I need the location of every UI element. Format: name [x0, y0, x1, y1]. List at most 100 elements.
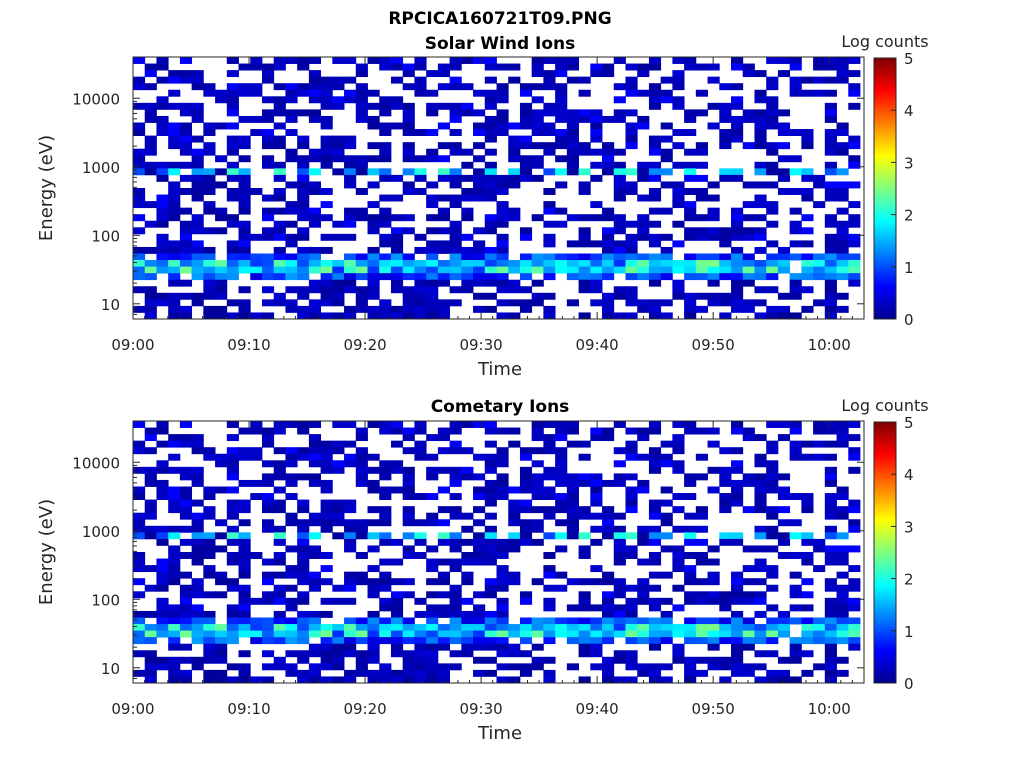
heatmap-cell	[379, 512, 392, 520]
heatmap-cell	[144, 168, 157, 176]
heatmap-cell	[226, 453, 239, 461]
heatmap-cell	[168, 565, 181, 573]
heatmap-cell	[238, 519, 251, 527]
heatmap-cell	[179, 312, 193, 320]
heatmap-cell	[742, 266, 755, 274]
heatmap-cell	[191, 155, 204, 163]
heatmap-cell	[496, 453, 509, 461]
heatmap-cell	[437, 447, 450, 455]
heatmap-cell	[168, 168, 181, 176]
heatmap-cell	[637, 538, 650, 546]
heatmap-cell	[813, 63, 826, 71]
heatmap-cell	[543, 240, 556, 248]
heatmap-cell	[660, 453, 673, 461]
heatmap-cell	[285, 650, 298, 658]
heatmap-cell	[836, 427, 849, 435]
heatmap-cell	[332, 624, 345, 631]
heatmap-cell	[250, 552, 263, 559]
heatmap-cell	[426, 624, 439, 631]
heatmap-cell	[355, 663, 368, 671]
x-tick-label: 09:10	[227, 700, 270, 718]
heatmap-cell	[461, 102, 474, 110]
heatmap-cell	[344, 499, 357, 507]
heatmap-cell	[133, 286, 146, 294]
heatmap-cell	[226, 584, 239, 592]
heatmap-cell	[684, 161, 697, 169]
heatmap-cell	[625, 499, 638, 507]
heatmap-cell	[484, 148, 497, 156]
heatmap-cell	[238, 266, 251, 274]
heatmap-cell	[648, 571, 662, 579]
heatmap-cell	[719, 174, 732, 182]
heatmap-cell	[344, 650, 357, 658]
heatmap-cell	[484, 76, 497, 84]
heatmap-cell	[836, 493, 849, 500]
heatmap-cell	[297, 83, 310, 91]
heatmap-cell	[555, 499, 568, 507]
heatmap-cell	[672, 421, 685, 428]
heatmap-cell	[449, 102, 462, 110]
heatmap-cell	[355, 453, 368, 461]
heatmap-cell	[297, 597, 310, 605]
heatmap-cell	[238, 447, 251, 455]
heatmap-cell	[238, 181, 251, 189]
heatmap-cell	[426, 227, 439, 235]
heatmap-cell	[613, 525, 626, 533]
x-axis-label: Time	[477, 359, 522, 380]
heatmap-cell	[801, 440, 814, 448]
heatmap-cell	[332, 466, 345, 474]
heatmap-cell	[777, 188, 791, 195]
heatmap-cell	[461, 57, 474, 64]
heatmap-cell	[261, 630, 275, 638]
heatmap-cell	[285, 637, 298, 645]
heatmap-cell	[578, 637, 591, 645]
heatmap-cell	[590, 624, 603, 631]
heatmap-cell	[519, 525, 533, 533]
heatmap-cell	[836, 630, 849, 638]
heatmap-cell	[672, 466, 685, 474]
heatmap-cell	[578, 578, 591, 586]
heatmap-cell	[731, 260, 744, 267]
heatmap-cell	[367, 584, 380, 592]
heatmap-cell	[156, 174, 169, 182]
heatmap-cell	[332, 506, 345, 514]
heatmap-cell	[215, 624, 228, 631]
heatmap-cell	[402, 299, 415, 307]
heatmap-cell	[203, 571, 216, 579]
heatmap-cell	[191, 260, 204, 267]
heatmap-cell	[437, 174, 450, 182]
heatmap-cell	[496, 201, 509, 209]
heatmap-cell	[191, 552, 204, 559]
heatmap-cell	[473, 552, 486, 559]
heatmap-cell	[660, 273, 673, 281]
heatmap-cell	[226, 70, 239, 78]
heatmap-cell	[367, 312, 380, 320]
heatmap-cell	[754, 493, 767, 500]
heatmap-cell	[191, 168, 204, 176]
heatmap-cell	[308, 299, 322, 307]
heatmap-cell	[473, 610, 486, 618]
heatmap-cell	[496, 233, 509, 241]
heatmap-cell	[414, 76, 427, 84]
heatmap-cell	[824, 286, 837, 294]
heatmap-cell	[496, 630, 509, 638]
heatmap-cell	[426, 493, 439, 500]
heatmap-cell	[684, 624, 697, 631]
heatmap-cell	[355, 571, 368, 579]
heatmap-cell	[637, 63, 650, 71]
heatmap-cell	[144, 506, 157, 514]
heatmap-cell	[332, 155, 345, 163]
heatmap-cell	[402, 260, 415, 267]
heatmap-cell	[637, 453, 650, 461]
heatmap-cell	[496, 115, 509, 123]
heatmap-cell	[344, 312, 357, 320]
heatmap-cell	[156, 102, 169, 110]
heatmap-cell	[484, 227, 497, 235]
heatmap-cell	[367, 142, 380, 150]
heatmap-cell	[578, 545, 591, 553]
heatmap-cell	[226, 161, 239, 169]
heatmap-cell	[402, 168, 415, 176]
heatmap-cell	[824, 266, 837, 274]
heatmap-cell	[742, 233, 755, 241]
heatmap-cell	[484, 273, 497, 281]
